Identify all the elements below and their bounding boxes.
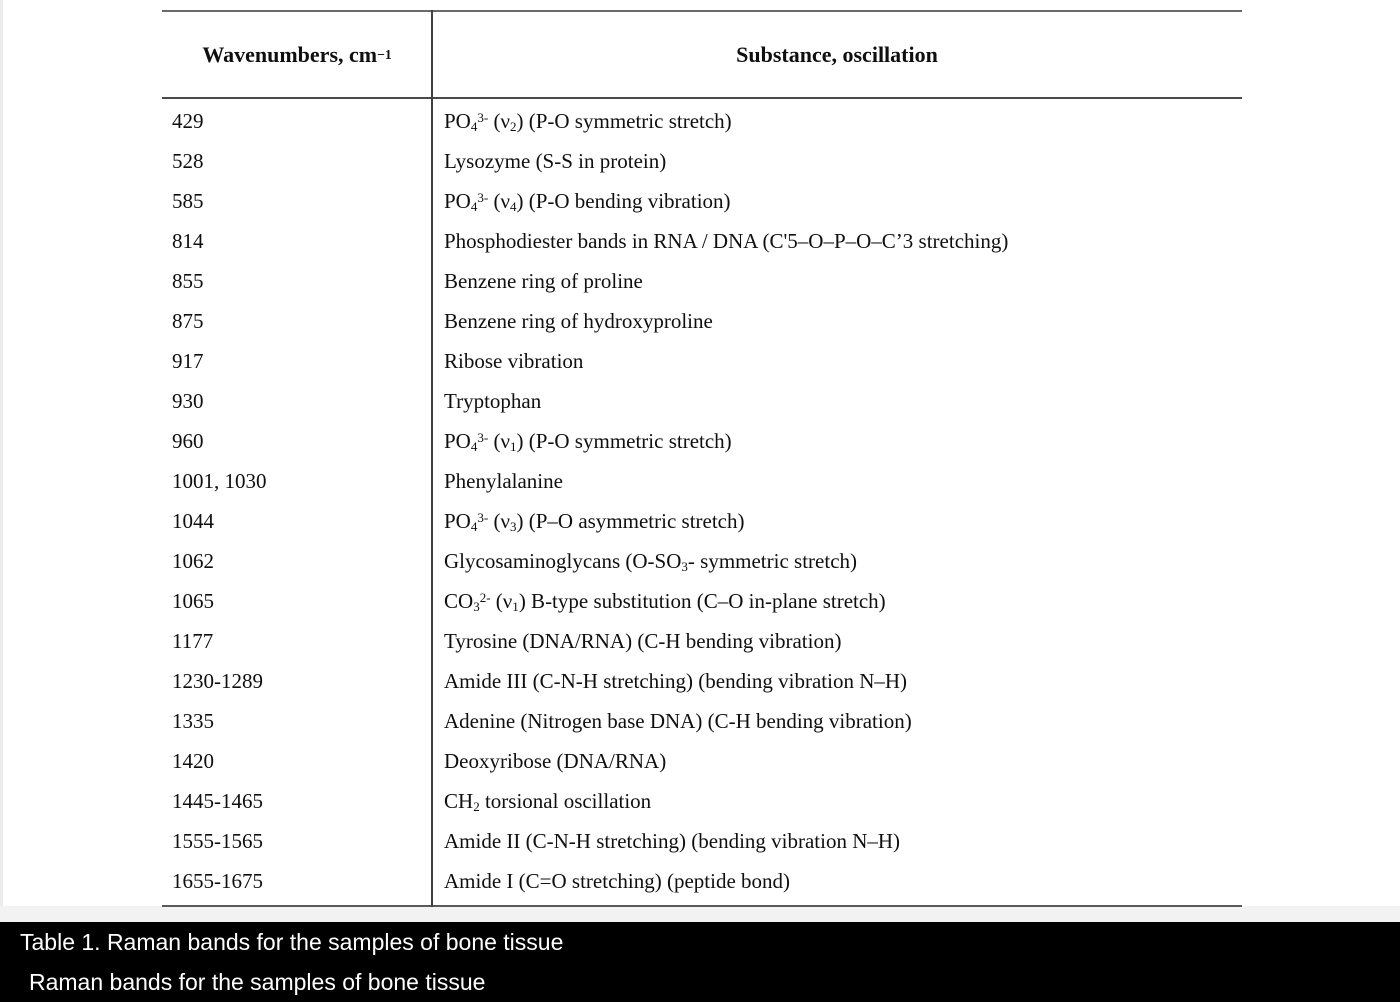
- table-row: 1335 Adenine (Nitrogen base DNA) (C-H ben…: [162, 701, 1242, 741]
- table-row: 1445-1465 CH2 torsional oscillation: [162, 781, 1242, 821]
- wavenumber-cell: 1177: [172, 628, 214, 653]
- table-body: 429 PO43- (ν2) (P-O symmetric stretch) 528…: [162, 99, 1242, 907]
- wavenumber-cell: 875: [172, 308, 204, 333]
- wavenumber-cell: 1420: [172, 748, 214, 773]
- caption-bar: Table 1. Raman bands for the samples of …: [0, 922, 1400, 1002]
- wavenumber-cell: 855: [172, 268, 204, 293]
- substance-cell: PO43- (ν3) (P–O asymmetric stretch): [444, 508, 745, 534]
- substance-cell: Glycosaminoglycans (O-SO3- symmetric str…: [444, 548, 858, 574]
- wavenumber-cell: 1555-1565: [172, 828, 263, 853]
- table-caption-alt: Raman bands for the samples of bone tiss…: [29, 969, 486, 995]
- table-row: 585 PO43- (ν4) (P-O bending vibration): [162, 181, 1242, 221]
- table-row: 1555-1565 Amide II (C-N-H stretching) (be…: [162, 821, 1242, 861]
- table-header-row: Wavenumbers, cm −1 Substance, oscillation: [162, 10, 1242, 99]
- wavenumber-cell: 528: [172, 148, 204, 173]
- table-row: 875 Benzene ring of hydroxyproline: [162, 301, 1242, 341]
- table-row: 528 Lysozyme (S-S in protein): [162, 141, 1242, 181]
- wavenumber-cell: 1445-1465: [172, 788, 263, 813]
- table-row: 1655-1675 Amide I (C=O stretching) (pepti…: [162, 861, 1242, 901]
- table-row: 1230-1289 Amide III (C-N-H stretching) (b…: [162, 661, 1242, 701]
- substance-cell: Amide I (C=O stretching) (peptide bond): [444, 868, 791, 893]
- table-row: 1420 Deoxyribose (DNA/RNA): [162, 741, 1242, 781]
- wavenumber-cell: 1001, 1030: [172, 468, 267, 493]
- substance-cell: Amide III (C-N-H stretching) (bending vi…: [444, 668, 908, 693]
- wavenumber-cell: 1062: [172, 548, 214, 573]
- table-row: 1177 Tyrosine (DNA/RNA) (C-H bending vibr…: [162, 621, 1242, 661]
- table-row: 930 Tryptophan: [162, 381, 1242, 421]
- substance-cell: Benzene ring of proline: [444, 268, 643, 293]
- wavenumber-cell: 429: [172, 108, 204, 133]
- wavenumber-cell: 917: [172, 348, 204, 373]
- wavenumber-cell: 814: [172, 228, 204, 253]
- substance-cell: CH2 torsional oscillation: [444, 788, 652, 814]
- substance-cell: Amide II (C-N-H stretching) (bending vib…: [444, 828, 901, 853]
- raman-bands-table: Wavenumbers, cm −1 Substance, oscillation…: [162, 10, 1242, 907]
- wavenumber-cell: 960: [172, 428, 204, 453]
- substance-cell: Lysozyme (S-S in protein): [444, 148, 667, 173]
- wavenumber-cell: 1655-1675: [172, 868, 263, 893]
- table-row: 1065 CO32- (ν1) B-type substitution (C–O …: [162, 581, 1242, 621]
- substance-cell: Phenylalanine: [444, 468, 563, 493]
- wavenumber-cell: 1335: [172, 708, 214, 733]
- table-row: 855 Benzene ring of proline: [162, 261, 1242, 301]
- column-divider: [431, 10, 433, 907]
- table-row: 1062 Glycosaminoglycans (O-SO3- symmetric…: [162, 541, 1242, 581]
- table-row: 917 Ribose vibration: [162, 341, 1242, 381]
- table-row: 1001, 1030 Phenylalanine: [162, 461, 1242, 501]
- page-left-edge: [0, 0, 3, 922]
- substance-cell: PO43- (ν2) (P-O symmetric stretch): [444, 108, 732, 134]
- column-header-wavenumbers: Wavenumbers, cm −1: [202, 41, 392, 67]
- table-row: 814 Phosphodiester bands in RNA / DNA (C'…: [162, 221, 1242, 261]
- substance-cell: Ribose vibration: [444, 348, 584, 373]
- substance-cell: Benzene ring of hydroxyproline: [444, 308, 713, 333]
- wavenumber-cell: 1230-1289: [172, 668, 263, 693]
- page-bottom-gap: [0, 906, 1400, 922]
- wavenumber-cell: 585: [172, 188, 204, 213]
- wavenumber-cell: 930: [172, 388, 204, 413]
- substance-cell: CO32- (ν1) B-type substitution (C–O in-p…: [444, 588, 886, 614]
- substance-cell: Adenine (Nitrogen base DNA) (C-H bending…: [444, 708, 912, 733]
- wavenumber-cell: 1044: [172, 508, 214, 533]
- substance-cell: Deoxyribose (DNA/RNA): [444, 748, 667, 773]
- substance-cell: Tryptophan: [444, 388, 542, 413]
- substance-cell: PO43- (ν1) (P-O symmetric stretch): [444, 428, 732, 454]
- substance-cell: Phosphodiester bands in RNA / DNA (C'5–O…: [444, 228, 1009, 253]
- substance-cell: PO43- (ν4) (P-O bending vibration): [444, 188, 731, 214]
- table-row: 429 PO43- (ν2) (P-O symmetric stretch): [162, 101, 1242, 141]
- column-header-substance: Substance, oscillation: [736, 41, 938, 67]
- table-caption: Table 1. Raman bands for the samples of …: [20, 929, 564, 955]
- wavenumber-cell: 1065: [172, 588, 214, 613]
- table-row: 960 PO43- (ν1) (P-O symmetric stretch): [162, 421, 1242, 461]
- table-row: 1044 PO43- (ν3) (P–O asymmetric stretch): [162, 501, 1242, 541]
- substance-cell: Tyrosine (DNA/RNA) (C-H bending vibratio…: [444, 628, 842, 653]
